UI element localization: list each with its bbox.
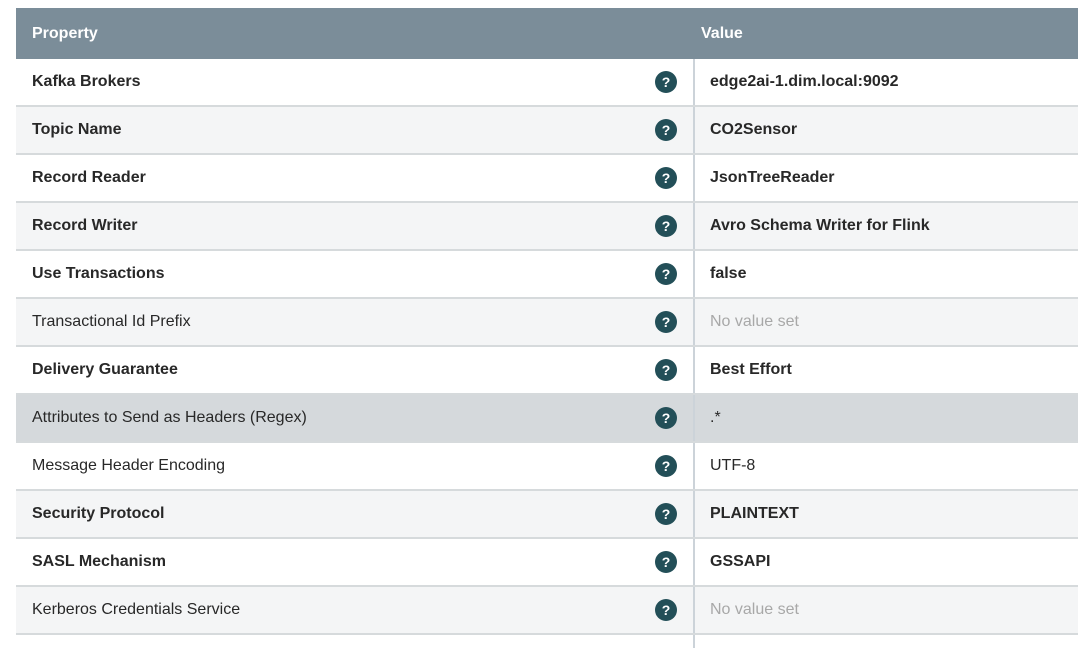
value-cell[interactable]: edge2ai-1.dim.local:9092 bbox=[695, 59, 1078, 105]
help-icon[interactable]: ? bbox=[655, 599, 677, 621]
column-header-property: Property bbox=[32, 24, 98, 42]
property-value: .* bbox=[710, 409, 721, 426]
property-row[interactable]: Use Transactions ? false bbox=[16, 251, 1078, 299]
property-row[interactable]: Record Writer ? Avro Schema Writer for F… bbox=[16, 203, 1078, 251]
properties-table: Property Value Kafka Brokers ? edge2ai-1… bbox=[16, 8, 1078, 648]
value-cell[interactable]: .* bbox=[695, 395, 1078, 441]
property-cell: Message Header Encoding ? bbox=[16, 443, 695, 489]
property-name: SASL Mechanism bbox=[32, 553, 166, 570]
property-row[interactable]: Transactional Id Prefix ? No value set bbox=[16, 299, 1078, 347]
value-cell[interactable]: Avro Schema Writer for Flink bbox=[695, 203, 1078, 249]
property-value: Avro Schema Writer for Flink bbox=[710, 217, 930, 234]
help-icon[interactable]: ? bbox=[655, 455, 677, 477]
property-name: Delivery Guarantee bbox=[32, 361, 178, 378]
property-name: Message Header Encoding bbox=[32, 457, 226, 474]
property-value: GSSAPI bbox=[710, 553, 771, 570]
property-row[interactable]: Topic Name ? CO2Sensor bbox=[16, 107, 1078, 155]
property-cell: SASL Mechanism ? bbox=[16, 539, 695, 585]
property-cell: Kerberos Credentials Service ? bbox=[16, 587, 695, 633]
property-cell: Transactional Id Prefix ? bbox=[16, 299, 695, 345]
property-cell: Record Writer ? bbox=[16, 203, 695, 249]
help-icon[interactable]: ? bbox=[655, 215, 677, 237]
help-icon[interactable]: ? bbox=[655, 359, 677, 381]
value-cell[interactable]: JsonTreeReader bbox=[695, 155, 1078, 201]
property-cell: Kafka Brokers ? bbox=[16, 59, 695, 105]
help-icon[interactable]: ? bbox=[655, 263, 677, 285]
partial-next-row bbox=[16, 635, 1078, 648]
property-row[interactable]: Attributes to Send as Headers (Regex) ? … bbox=[16, 395, 1078, 443]
property-name: Use Transactions bbox=[32, 265, 165, 282]
property-name: Security Protocol bbox=[32, 505, 165, 522]
value-cell[interactable]: No value set bbox=[695, 587, 1078, 633]
property-cell: Record Reader ? bbox=[16, 155, 695, 201]
property-name: Transactional Id Prefix bbox=[32, 313, 191, 330]
property-name: Kafka Brokers bbox=[32, 73, 141, 90]
property-value: Best Effort bbox=[710, 361, 792, 378]
help-icon[interactable]: ? bbox=[655, 503, 677, 525]
property-value: CO2Sensor bbox=[710, 121, 798, 138]
property-value: JsonTreeReader bbox=[710, 169, 835, 186]
property-row[interactable]: Record Reader ? JsonTreeReader bbox=[16, 155, 1078, 203]
property-row[interactable]: Message Header Encoding ? UTF-8 bbox=[16, 443, 1078, 491]
property-value: false bbox=[710, 265, 747, 282]
partial-value-cell bbox=[695, 635, 1078, 648]
value-cell[interactable]: PLAINTEXT bbox=[695, 491, 1078, 537]
property-cell: Attributes to Send as Headers (Regex) ? bbox=[16, 395, 695, 441]
value-cell[interactable]: UTF-8 bbox=[695, 443, 1078, 489]
column-header-value: Value bbox=[701, 24, 743, 42]
help-icon[interactable]: ? bbox=[655, 311, 677, 333]
property-name: Attributes to Send as Headers (Regex) bbox=[32, 409, 307, 426]
help-icon[interactable]: ? bbox=[655, 407, 677, 429]
property-cell: Topic Name ? bbox=[16, 107, 695, 153]
property-name: Record Writer bbox=[32, 217, 138, 234]
value-cell[interactable]: CO2Sensor bbox=[695, 107, 1078, 153]
property-name: Topic Name bbox=[32, 121, 122, 138]
property-value: No value set bbox=[710, 313, 799, 330]
value-cell[interactable]: Best Effort bbox=[695, 347, 1078, 393]
property-value: UTF-8 bbox=[710, 457, 756, 474]
property-name: Record Reader bbox=[32, 169, 146, 186]
help-icon[interactable]: ? bbox=[655, 167, 677, 189]
property-row[interactable]: Security Protocol ? PLAINTEXT bbox=[16, 491, 1078, 539]
property-row[interactable]: Delivery Guarantee ? Best Effort bbox=[16, 347, 1078, 395]
table-header-row: Property Value bbox=[16, 8, 1078, 59]
property-value: No value set bbox=[710, 601, 799, 618]
property-row[interactable]: Kafka Brokers ? edge2ai-1.dim.local:9092 bbox=[16, 59, 1078, 107]
help-icon[interactable]: ? bbox=[655, 119, 677, 141]
property-row[interactable]: SASL Mechanism ? GSSAPI bbox=[16, 539, 1078, 587]
property-cell: Delivery Guarantee ? bbox=[16, 347, 695, 393]
value-cell[interactable]: false bbox=[695, 251, 1078, 297]
partial-property-cell bbox=[16, 635, 695, 648]
table-body: Kafka Brokers ? edge2ai-1.dim.local:9092… bbox=[16, 59, 1078, 635]
value-cell[interactable]: No value set bbox=[695, 299, 1078, 345]
property-cell: Security Protocol ? bbox=[16, 491, 695, 537]
value-cell[interactable]: GSSAPI bbox=[695, 539, 1078, 585]
help-icon[interactable]: ? bbox=[655, 551, 677, 573]
property-row[interactable]: Kerberos Credentials Service ? No value … bbox=[16, 587, 1078, 635]
property-cell: Use Transactions ? bbox=[16, 251, 695, 297]
property-value: edge2ai-1.dim.local:9092 bbox=[710, 73, 899, 90]
property-name: Kerberos Credentials Service bbox=[32, 601, 241, 618]
help-icon[interactable]: ? bbox=[655, 71, 677, 93]
property-value: PLAINTEXT bbox=[710, 505, 799, 522]
